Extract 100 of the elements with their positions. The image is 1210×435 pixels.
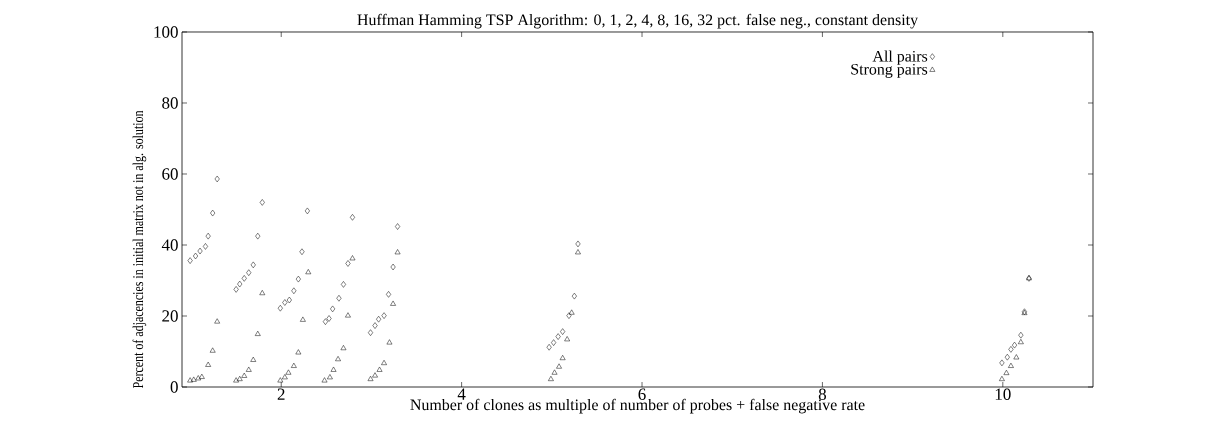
point <box>291 287 297 295</box>
point <box>386 339 393 345</box>
point <box>1018 339 1024 345</box>
point <box>568 309 575 315</box>
point <box>300 316 306 322</box>
point <box>281 374 288 380</box>
point <box>1008 362 1014 368</box>
point <box>368 329 374 336</box>
point <box>187 377 193 383</box>
point <box>305 269 312 275</box>
point <box>340 345 347 351</box>
y-tick-label: 100 <box>154 26 178 38</box>
point <box>259 199 265 206</box>
chart-title: Huffman Hamming TSP Algorithm: 0, 1, 2, 4, 8, 16, 32 pct. false neg., constant density <box>357 13 919 29</box>
point <box>202 243 208 250</box>
point <box>381 312 387 319</box>
point <box>390 300 396 306</box>
point <box>205 232 211 240</box>
point <box>327 374 333 380</box>
point <box>277 377 284 383</box>
x-tick-label: 10 <box>995 388 1011 400</box>
point <box>564 336 570 342</box>
point <box>250 356 257 362</box>
point <box>390 263 396 271</box>
point <box>395 223 401 230</box>
point <box>372 372 378 378</box>
point <box>566 312 572 319</box>
point <box>199 373 205 379</box>
point <box>187 257 193 264</box>
point <box>304 207 310 215</box>
point <box>1012 341 1018 349</box>
point <box>1003 369 1010 375</box>
point <box>291 362 297 368</box>
point <box>330 366 337 372</box>
point <box>209 347 216 353</box>
point <box>1008 346 1014 353</box>
point <box>349 255 356 261</box>
point <box>259 290 266 296</box>
point <box>254 330 261 336</box>
point <box>555 333 561 340</box>
point <box>233 286 239 293</box>
point <box>367 375 374 381</box>
point <box>299 248 305 255</box>
y-tick-label: 40 <box>161 239 178 251</box>
point <box>197 247 203 255</box>
point <box>246 269 252 276</box>
point <box>295 275 301 283</box>
point <box>575 249 581 255</box>
point <box>999 375 1005 381</box>
point <box>237 280 243 288</box>
point <box>556 363 562 369</box>
point <box>546 343 552 351</box>
x-tick-label: 2 <box>277 388 285 400</box>
point <box>560 328 566 335</box>
point <box>277 304 283 312</box>
point <box>214 175 220 183</box>
point <box>210 209 216 217</box>
point <box>551 339 557 346</box>
y-tick-label: 80 <box>162 97 178 109</box>
point <box>285 369 292 375</box>
point <box>381 359 387 365</box>
point <box>336 295 342 302</box>
legend-label: Strong pairs <box>851 63 928 78</box>
point <box>195 375 202 381</box>
point <box>345 312 351 318</box>
point <box>330 305 336 313</box>
point <box>372 322 378 329</box>
point <box>386 291 392 298</box>
y-tick-label: 60 <box>162 168 178 180</box>
point <box>551 369 558 375</box>
x-tick-label: 8 <box>818 388 827 400</box>
point <box>1018 331 1024 339</box>
point <box>245 366 252 372</box>
point <box>1013 354 1020 360</box>
point <box>548 375 554 381</box>
point <box>321 377 328 383</box>
point <box>241 275 247 282</box>
point <box>205 361 212 367</box>
point <box>326 315 332 322</box>
point <box>340 281 346 288</box>
x-tick-label: 6 <box>638 388 646 400</box>
point <box>559 355 566 360</box>
point <box>190 376 197 382</box>
point <box>286 296 292 304</box>
y-axis-title: Percent of adjacencies in initial matrix not in alg. solution <box>132 110 147 389</box>
point <box>233 377 239 383</box>
point <box>376 366 383 372</box>
y-tick-label: 0 <box>170 381 178 393</box>
point <box>575 240 581 248</box>
y-tick-label: 20 <box>162 310 178 322</box>
point <box>335 356 341 362</box>
point <box>349 214 355 221</box>
point <box>394 249 401 255</box>
point <box>193 252 199 260</box>
point <box>322 318 328 325</box>
point <box>214 318 221 324</box>
point <box>999 359 1005 367</box>
point <box>255 232 261 240</box>
point <box>236 375 243 381</box>
point <box>1004 353 1010 361</box>
